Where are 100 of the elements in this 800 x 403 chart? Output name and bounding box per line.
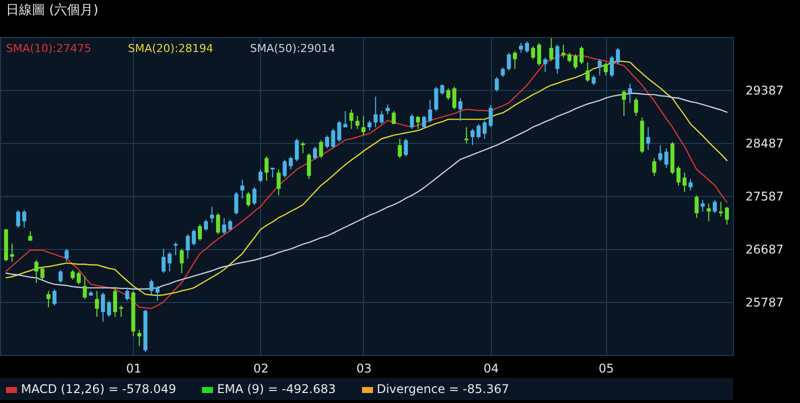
candlestick: [700, 200, 705, 212]
candlestick: [313, 146, 318, 160]
text: SMA(50):29014: [250, 42, 336, 55]
candlestick: [319, 140, 324, 159]
x-tick-label: 02: [253, 362, 269, 376]
candlestick: [422, 115, 426, 130]
candlestick: [676, 166, 680, 186]
candlestick: [16, 210, 20, 228]
candlestick: [458, 98, 462, 122]
candlestick: [664, 148, 668, 168]
candlestick: [518, 42, 523, 54]
text: SMA(10):27475: [6, 42, 92, 55]
candlestick: [246, 192, 250, 208]
candlestick: [537, 42, 542, 66]
candlestick: [180, 248, 184, 274]
candlestick: [561, 44, 566, 58]
candlestick: [349, 108, 354, 130]
candlestick: [258, 168, 262, 183]
candlestick: [416, 115, 420, 130]
candlestick: [222, 218, 226, 235]
text: Divergence = -85.367: [376, 382, 510, 396]
candlestick: [428, 99, 432, 123]
candlestick: [198, 224, 202, 242]
candlestick: [440, 84, 444, 96]
candlestick: [567, 52, 572, 63]
candlestick: [452, 86, 456, 110]
candlestick: [64, 248, 69, 262]
candlestick: [549, 38, 554, 62]
y-tick-label: 28487: [746, 136, 784, 151]
candlestick: [658, 144, 662, 162]
candlestick: [58, 269, 63, 284]
candlestick: [598, 58, 602, 76]
candlestick: [616, 47, 620, 65]
y-tick-label: 26687: [746, 242, 784, 257]
candlestick: [34, 260, 38, 284]
candlestick: [543, 57, 548, 73]
candlestick: [622, 90, 626, 116]
candlestick: [368, 120, 372, 132]
candlestick: [337, 120, 342, 142]
text: SMA(20):28194: [128, 42, 214, 55]
candlestick: [113, 287, 118, 318]
candlestick: [168, 252, 172, 272]
candlestick: [306, 152, 311, 180]
candlestick: [331, 128, 336, 149]
candlestick: [586, 62, 590, 82]
candlestick: [10, 243, 14, 262]
y-tick-label: 27587: [746, 190, 784, 204]
candlestick: [604, 62, 608, 76]
candlestick: [525, 40, 530, 54]
x-tick-label: 05: [598, 362, 614, 376]
candlestick: [70, 269, 75, 280]
candlestick: [294, 138, 299, 162]
candlestick: [724, 206, 729, 225]
candlestick: [512, 50, 517, 70]
candlestick: [392, 110, 396, 125]
candlestick: [374, 96, 378, 128]
candlestick: [555, 44, 560, 74]
candlestick: [404, 138, 408, 157]
candlestick: [380, 110, 384, 125]
candlestick: [137, 329, 142, 347]
candlestick: [694, 194, 699, 219]
candlestick: [94, 290, 99, 318]
text: EMA (9) = -492.683: [216, 382, 336, 396]
y-tick-label: 29387: [746, 84, 784, 98]
candlestick: [325, 134, 330, 149]
candlestick: [464, 126, 468, 144]
candlestick: [100, 292, 105, 322]
candlestick: [46, 290, 50, 308]
x-tick-label: 01: [126, 362, 142, 376]
candlestick: [234, 192, 238, 216]
candlestick: [386, 104, 390, 115]
candlestick: [355, 115, 360, 130]
candlestick: [500, 66, 505, 78]
candlestick: [580, 46, 584, 65]
candlestick: [264, 156, 269, 182]
candlestick: [282, 159, 287, 178]
candlestick: [186, 234, 190, 260]
candlestick: [506, 52, 511, 72]
candlestick: [276, 168, 281, 196]
candlestick: [343, 110, 348, 128]
candlestick: [682, 172, 687, 193]
candlestick: [628, 83, 632, 104]
candlestick: [252, 186, 256, 206]
candlestick: [174, 242, 178, 256]
candlestick: [446, 88, 450, 100]
chart-title: 日線圖 (六個月): [6, 3, 98, 18]
candlestick: [398, 138, 402, 159]
candlestick: [410, 114, 414, 130]
candlestick: [76, 271, 81, 285]
text: MACD (12,26) = -578.049: [20, 382, 176, 396]
candlestick: [610, 55, 614, 78]
candlestick: [634, 98, 638, 116]
candlestick: [240, 179, 244, 200]
candlestick: [592, 74, 596, 86]
candlestick: [361, 115, 366, 136]
candlestick: [300, 141, 305, 154]
candlestick: [494, 76, 499, 92]
candlestick: [210, 206, 214, 224]
x-tick-label: 04: [484, 362, 499, 376]
candlestick: [228, 219, 232, 232]
